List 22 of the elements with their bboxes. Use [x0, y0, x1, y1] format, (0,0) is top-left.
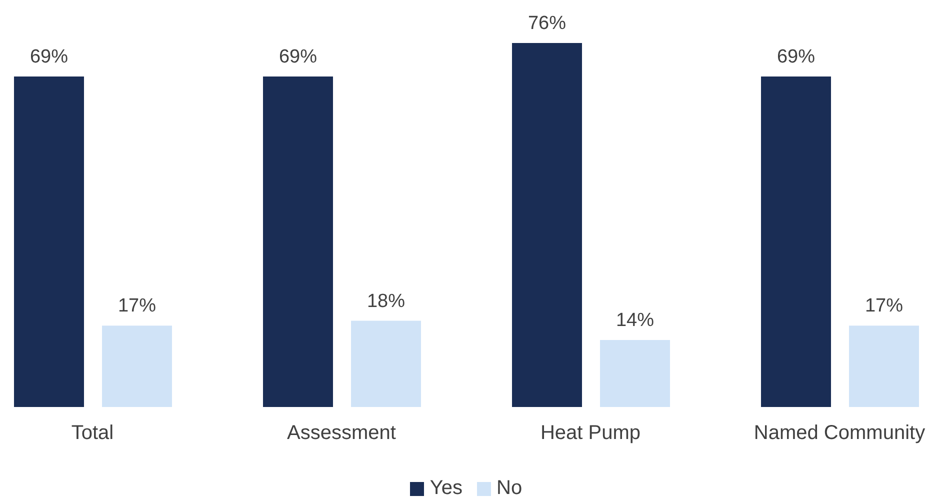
legend-label: Yes	[430, 477, 463, 500]
x-tick-label: Total	[71, 422, 114, 444]
data-label: 69%	[278, 46, 318, 68]
data-label: 17%	[864, 296, 904, 317]
bar	[849, 326, 919, 407]
bar	[600, 340, 670, 407]
bar	[512, 43, 582, 407]
data-label: 17%	[118, 296, 156, 317]
bar	[761, 76, 831, 407]
bar	[351, 320, 421, 407]
legend-label: No	[496, 477, 522, 500]
bar	[263, 76, 333, 407]
x-tick-label: Assessment	[287, 422, 396, 444]
data-label: 76%	[528, 13, 566, 34]
x-tick-label: Heat Pump	[540, 422, 641, 444]
data-label: 18%	[366, 290, 406, 312]
x-tick-label: Named Community	[754, 422, 926, 444]
data-label: 14%	[616, 310, 654, 331]
data-label: 69%	[776, 46, 816, 68]
data-label: 69%	[30, 46, 68, 68]
bar	[14, 76, 84, 407]
bar	[102, 326, 172, 407]
